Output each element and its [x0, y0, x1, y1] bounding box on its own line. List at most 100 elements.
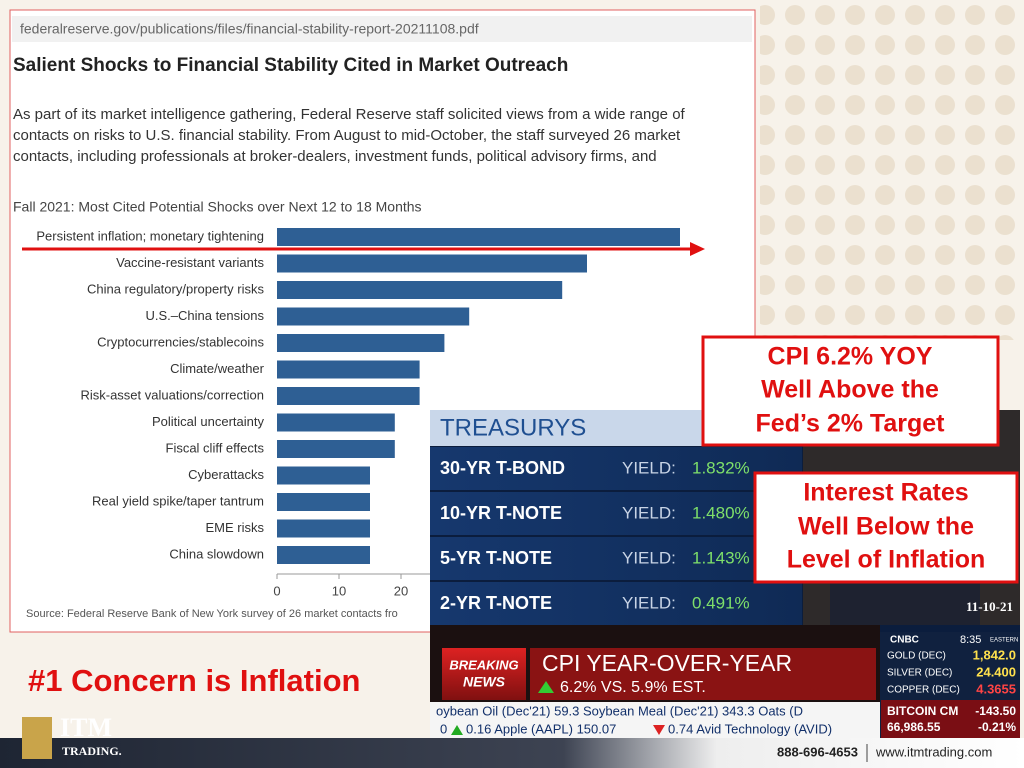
tv-header: TREASURYS [440, 414, 586, 441]
breaking-box [442, 648, 526, 700]
row-bg [430, 447, 802, 490]
headline: CPI YEAR-OVER-YEAR [542, 650, 792, 676]
bar [277, 281, 563, 299]
row-bg [430, 537, 802, 580]
phone: 888-696-4653 [777, 744, 858, 759]
subline: 6.2% VS. 5.9% EST. [560, 679, 706, 696]
bar [277, 440, 395, 458]
category-label: Cryptocurrencies/stablecoins [97, 334, 264, 349]
ticker: 0 [440, 721, 447, 736]
date: 11-10-21 [966, 599, 1013, 614]
category-label: Cyberattacks [188, 467, 264, 482]
bar [277, 334, 445, 352]
up-arrow [538, 681, 554, 693]
bond-name: 30-YR T-BOND [440, 458, 565, 478]
x-tick-label: 20 [394, 583, 408, 598]
bar [277, 360, 420, 379]
bond-name: 10-YR T-NOTE [440, 503, 562, 523]
breaking: NEWS [463, 674, 506, 690]
logo: ITM [60, 713, 112, 742]
yield-value: 1.832% [692, 458, 750, 477]
logo-icon [22, 717, 52, 759]
footer-bar [0, 738, 1024, 768]
bitcoin: BITCOIN CM [887, 704, 958, 718]
commodity-price: 4.3655 [976, 681, 1016, 696]
bar [277, 519, 370, 538]
rates-callout [753, 471, 1019, 584]
callout-text: Level of Inflation [787, 546, 986, 574]
bar [277, 307, 470, 326]
cpi-callout [701, 335, 1000, 447]
category-label: Fiscal cliff effects [166, 440, 265, 455]
bitcoin-change: -143.50 [975, 704, 1016, 718]
x-tick-label: 10 [332, 583, 346, 598]
bar [277, 254, 587, 273]
url: federalreserve.gov/publications/files/fi… [20, 21, 479, 37]
dot-pattern [760, 0, 1024, 340]
bond-name: 2-YR T-NOTE [440, 593, 552, 613]
paragraph-line: contacts on risks to U.S. financial stab… [13, 127, 681, 144]
commodities: GOLD (DEC) 1,842.0 SILVER (DEC) 24.400 COPPE… [887, 647, 1016, 696]
yield-label: YIELD: [622, 458, 676, 477]
commodity-price: 1,842.0 [973, 647, 1016, 662]
ticker: 0.16 Apple (AAPL) 150.07 [466, 721, 616, 736]
logo-sub: TRADING. [62, 744, 122, 758]
yield-value: 0.491% [692, 593, 750, 612]
category-label: U.S.–China tensions [145, 308, 264, 323]
breaking: BREAKING [449, 657, 518, 672]
commodity: COPPER (DEC) [887, 685, 960, 696]
row-bg [430, 492, 802, 535]
bar [277, 466, 370, 485]
treasury-rows: 30-YR T-BOND YIELD: 1.832% 10-YR T-NOTE YIEL… [430, 447, 802, 625]
bond-name: 5-YR T-NOTE [440, 548, 552, 568]
category-label: China slowdown [169, 546, 264, 561]
commodity-price: 24.400 [976, 664, 1016, 679]
down-arrow [653, 725, 665, 735]
category-label: EME risks [206, 520, 265, 535]
category-label: Vaccine-resistant variants [116, 255, 264, 270]
category-label: Real yield spike/taper tantrum [92, 493, 264, 508]
url-bar [12, 16, 752, 42]
commodity: GOLD (DEC) [887, 651, 946, 662]
bar [277, 387, 420, 405]
yield-label: YIELD: [622, 503, 676, 522]
source: Source: Federal Reserve Bank of New York… [26, 608, 398, 620]
callout-text: Fed’s 2% Target [756, 410, 946, 438]
row-bg [430, 582, 802, 625]
yield-label: YIELD: [622, 593, 676, 612]
category-label: Persistent inflation; monetary tightenin… [36, 228, 264, 243]
up-arrow [451, 725, 463, 735]
callout-text: CPI 6.2% YOY [768, 343, 933, 371]
bar [277, 546, 370, 564]
ticker: oybean Oil (Dec'21) 59.3 Soybean Meal (D… [436, 703, 803, 718]
bar-chart: Persistent inflation; monetary tightenin… [36, 228, 680, 598]
heading: Salient Shocks to Financial Stability Ci… [13, 55, 568, 76]
ticker-bg [430, 702, 880, 740]
category-label: Climate/weather [170, 361, 265, 376]
category-label: Political uncertainty [152, 414, 264, 429]
yield-value: 1.143% [692, 548, 750, 567]
x-tick-label: 0 [273, 583, 280, 598]
bar [277, 413, 395, 432]
website: www.itmtrading.com [875, 744, 992, 759]
yield-label: YIELD: [622, 548, 676, 567]
headline-box [530, 648, 876, 700]
bitcoin-price: 66,986.55 [887, 720, 941, 734]
chart-title: Fall 2021: Most Cited Potential Shocks o… [13, 199, 422, 215]
yield-value: 1.480% [692, 503, 750, 522]
commodity: SILVER (DEC) [887, 668, 952, 679]
paragraph-line: contacts, including professionals at bro… [13, 148, 657, 165]
ticker: 0.74 Avid Technology (AVID) [668, 721, 832, 736]
callout-text: Interest Rates [803, 479, 968, 507]
category-label: China regulatory/property risks [87, 281, 265, 296]
bitcoin-pct: -0.21% [978, 720, 1016, 734]
category-label: Risk-asset valuations/correction [80, 387, 264, 402]
network: CNBC [890, 635, 919, 646]
bar [277, 228, 680, 246]
callout-text: Well Above the [761, 376, 939, 404]
arrow-head [690, 242, 705, 256]
concern: #1 Concern is Inflation [28, 663, 360, 698]
paragraph-line: As part of its market intelligence gathe… [13, 106, 686, 123]
callout-text: Well Below the [798, 513, 974, 541]
